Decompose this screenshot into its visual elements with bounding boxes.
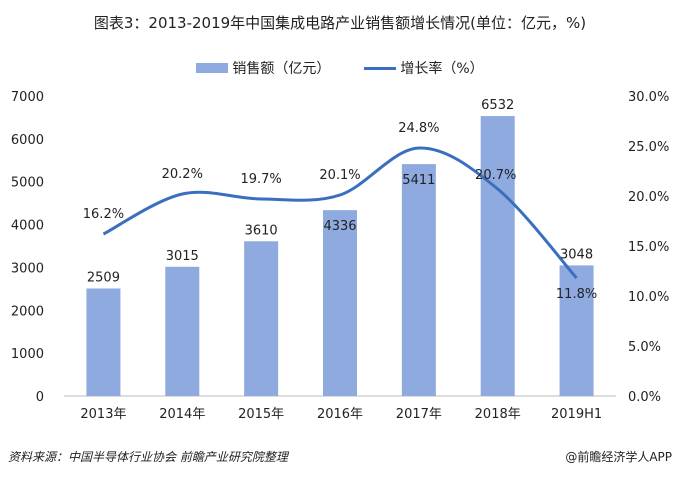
bar xyxy=(244,241,279,396)
line-value-label: 20.1% xyxy=(319,168,360,183)
brand-credit: @前瞻经济学人APP xyxy=(565,450,672,464)
bar-value-label: 3610 xyxy=(245,223,278,238)
y-left-tick-label: 7000 xyxy=(11,90,44,105)
y-left-tick-label: 0 xyxy=(36,390,44,405)
line-value-label: 19.7% xyxy=(240,172,281,187)
legend-label-sales: 销售额（亿元） xyxy=(232,61,331,77)
x-tick-label: 2017年 xyxy=(396,407,442,422)
y-left-tick-label: 6000 xyxy=(11,133,44,148)
legend-swatch-bar xyxy=(196,63,229,73)
source-note: 资料来源：中国半导体行业协会 前瞻产业研究院整理 xyxy=(8,450,288,464)
bar-value-label: 5411 xyxy=(402,173,435,188)
y-left-tick-label: 1000 xyxy=(11,347,44,362)
bar-value-label: 3015 xyxy=(166,249,199,264)
bar xyxy=(165,266,200,396)
bar-value-label: 2509 xyxy=(87,270,120,285)
line-value-label: 11.8% xyxy=(556,287,597,302)
x-tick-label: 2013年 xyxy=(80,407,126,422)
x-tick-label: 2014年 xyxy=(159,407,205,422)
y-right-tick-label: 0.0% xyxy=(628,390,661,405)
y-left-tick-label: 5000 xyxy=(11,176,44,191)
line-value-label: 16.2% xyxy=(83,207,124,222)
y-right-tick-label: 10.0% xyxy=(628,290,669,305)
legend-label-growth: 增长率（%） xyxy=(400,61,484,77)
y-right-tick-label: 5.0% xyxy=(628,340,661,355)
legend-item-sales: 销售额（亿元） xyxy=(196,58,330,78)
y-right-tick-label: 25.0% xyxy=(628,140,669,155)
y-right-tick-label: 15.0% xyxy=(628,240,669,255)
bar xyxy=(401,164,436,396)
y-right-tick-label: 30.0% xyxy=(628,90,669,105)
y-left-tick-label: 4000 xyxy=(11,219,44,234)
x-tick-label: 2015年 xyxy=(238,407,284,422)
x-tick-label: 2019H1 xyxy=(551,407,602,422)
x-tick-label: 2018年 xyxy=(475,407,521,422)
y-left-tick-label: 2000 xyxy=(11,304,44,319)
x-tick-label: 2016年 xyxy=(317,407,363,422)
legend-swatch-line xyxy=(364,66,397,70)
legend: 销售额（亿元） 增长率（%） xyxy=(0,58,680,78)
growth-line xyxy=(102,146,578,279)
bar xyxy=(323,210,357,396)
bar-value-label: 6532 xyxy=(481,98,514,113)
bar xyxy=(480,116,515,397)
bar xyxy=(559,265,594,396)
y-right-tick-label: 20.0% xyxy=(628,190,669,205)
bar xyxy=(86,288,121,396)
legend-item-growth: 增长率（%） xyxy=(364,58,484,78)
line-value-label: 20.7% xyxy=(475,168,516,183)
chart-title: 图表3：2013-2019年中国集成电路产业销售额增长情况(单位：亿元，%) xyxy=(93,14,587,32)
line-value-label: 24.8% xyxy=(398,121,439,136)
bar-value-label: 3048 xyxy=(560,247,593,262)
bar-value-label: 4336 xyxy=(323,219,356,234)
line-value-label: 20.2% xyxy=(162,167,203,182)
y-left-tick-label: 3000 xyxy=(11,261,44,276)
